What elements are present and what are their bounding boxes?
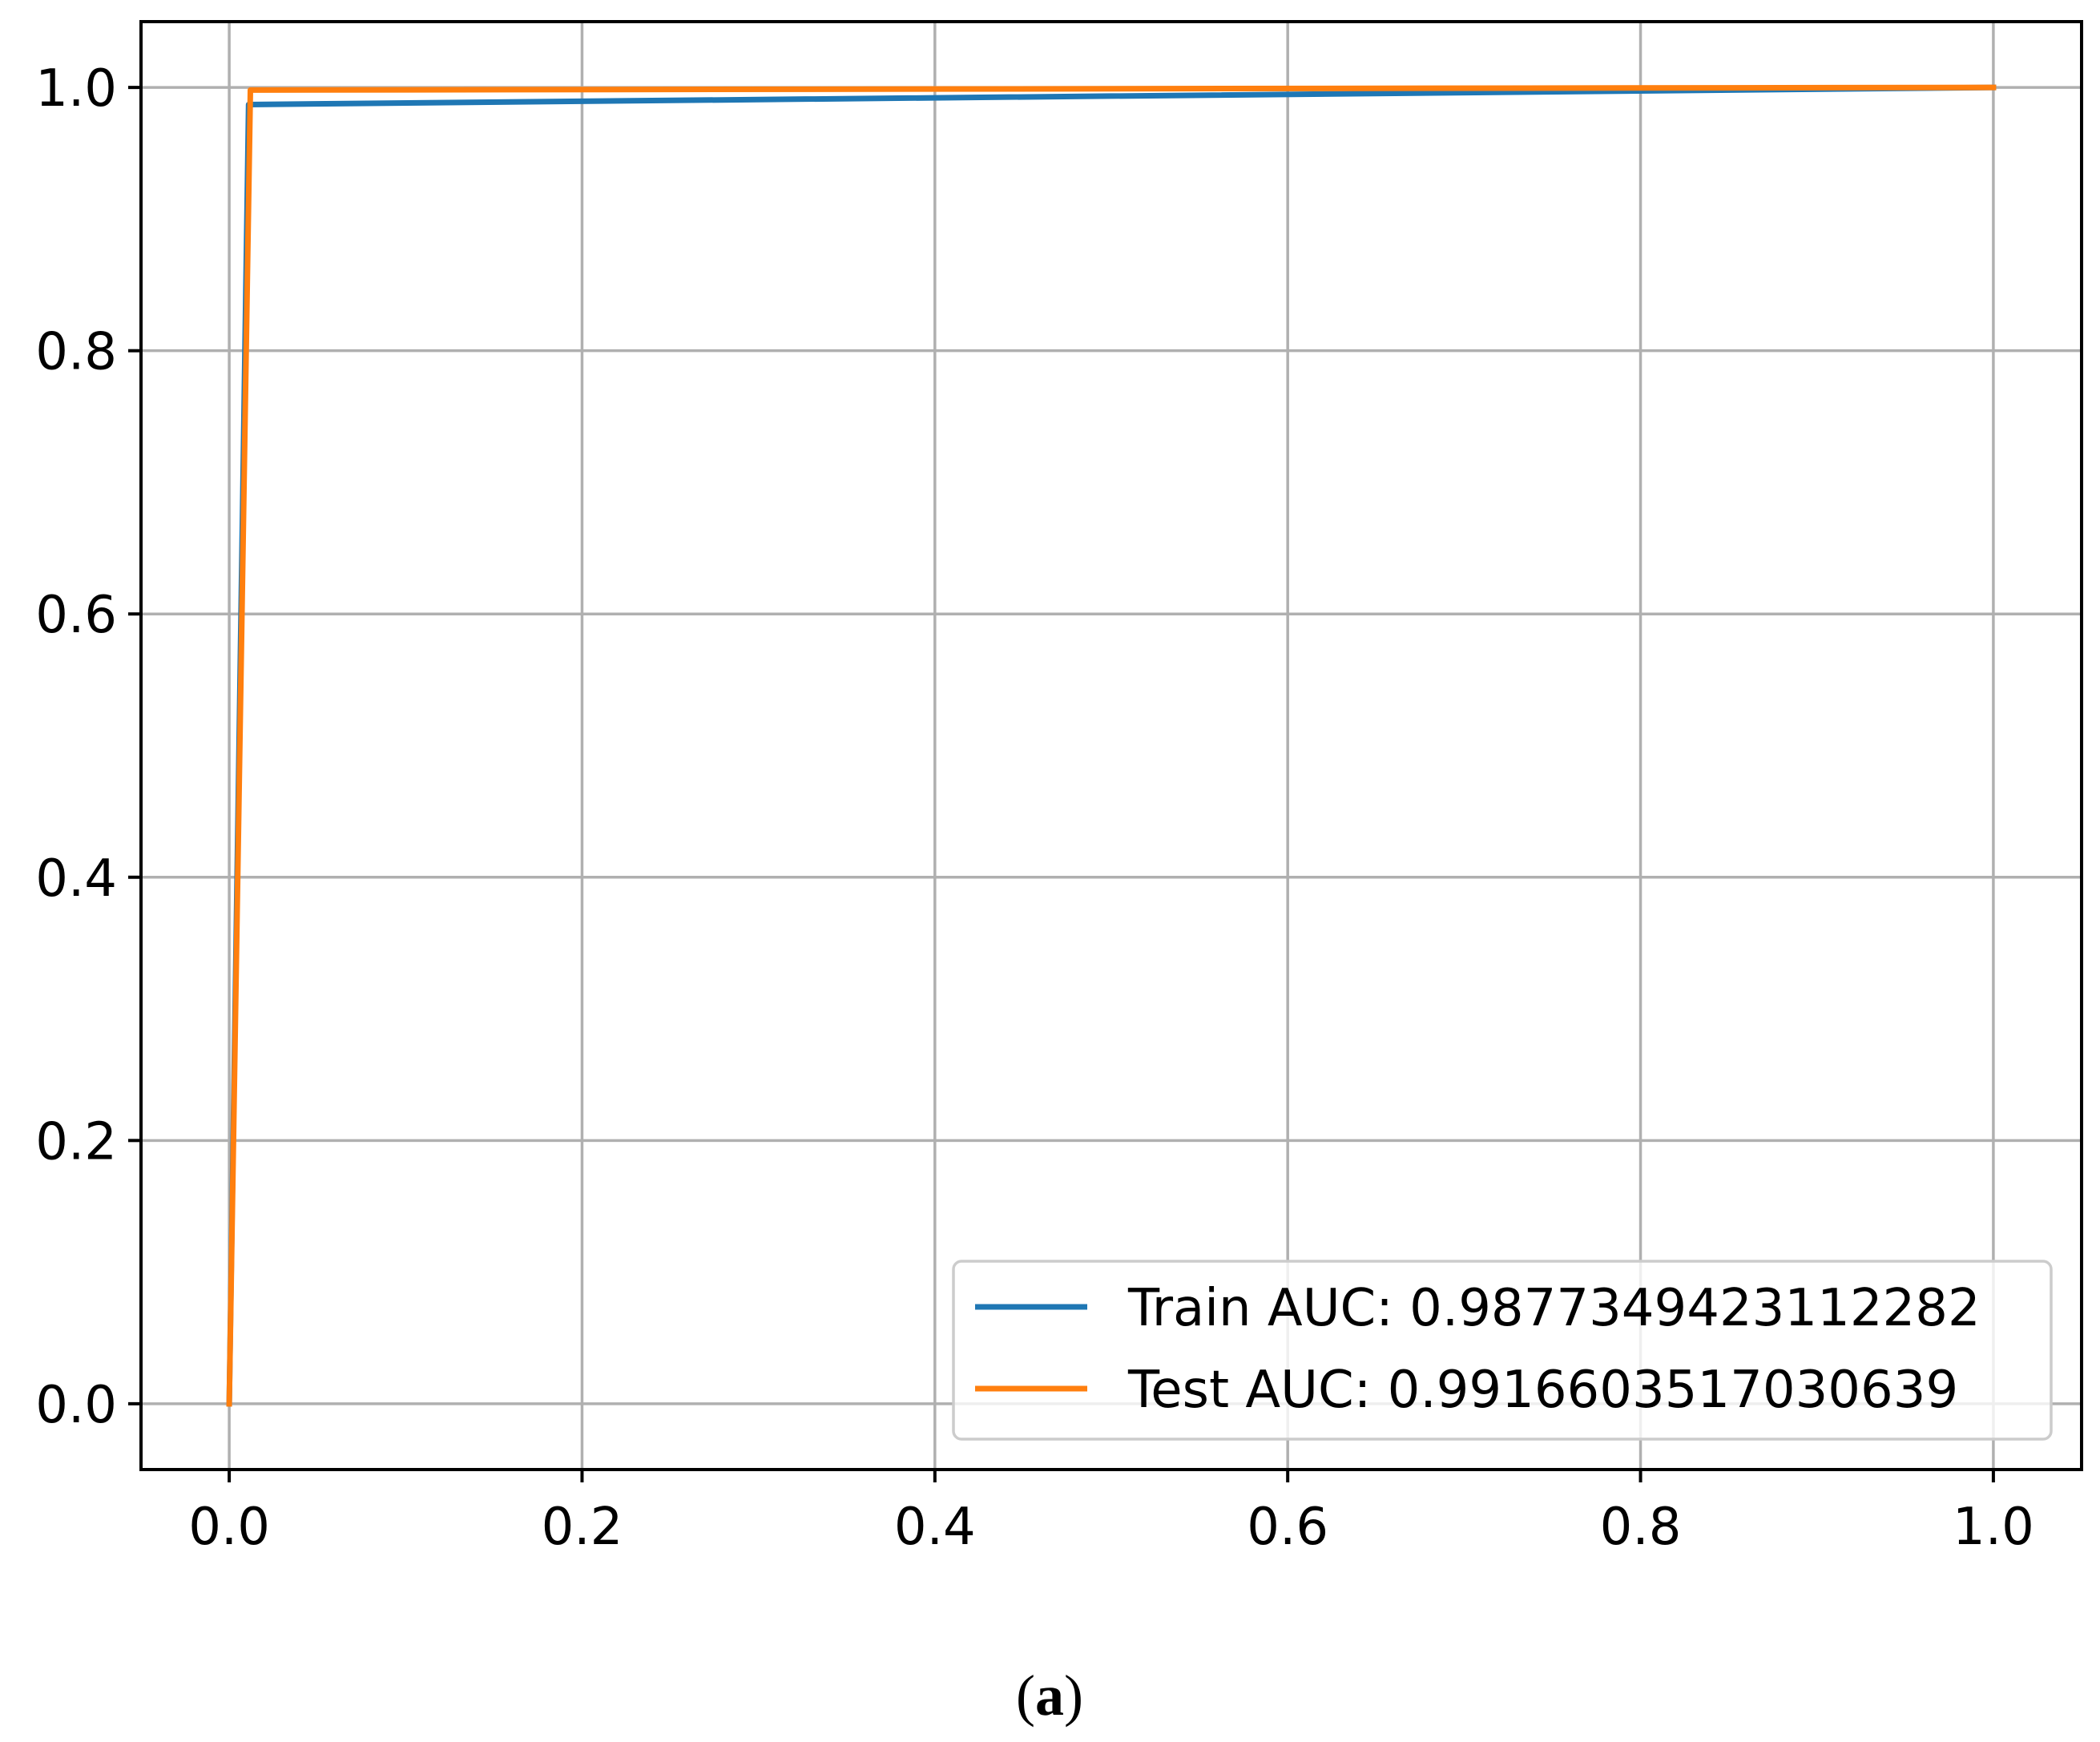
y-tick-label: 0.8 [35, 323, 117, 382]
caption-open-paren: ( [1016, 1663, 1035, 1728]
x-tick-label: 0.8 [1600, 1498, 1682, 1557]
series-line-train [226, 84, 1997, 1407]
x-tick-label: 0.2 [542, 1498, 623, 1557]
grid-lines [141, 22, 2082, 1470]
y-tick-label: 0.4 [35, 849, 117, 909]
legend: Train AUC: 0.9877349423112282 Test AUC: 0… [952, 1260, 2053, 1441]
x-tick-label: 0.0 [188, 1498, 270, 1557]
caption-close-paren: ) [1064, 1663, 1083, 1728]
x-tick-label: 0.4 [894, 1498, 976, 1557]
legend-label-test: Test AUC: 0.9916603517030639 [1127, 1361, 1958, 1420]
caption-letter: a [1035, 1663, 1064, 1728]
y-tick-label: 0.2 [35, 1112, 117, 1171]
x-tick-label: 1.0 [1953, 1498, 2034, 1557]
series-line-test [226, 84, 1997, 1407]
y-tick-label: 0.6 [35, 586, 117, 645]
y-tick-label: 1.0 [35, 59, 117, 119]
series-lines [226, 84, 1997, 1407]
axis-ticks: 0.0 0.2 0.4 0.6 0.8 1.0 0.0 0.2 0.4 0.6 0.8 1.0 [35, 59, 2034, 1557]
figure-caption: (a) [1016, 1663, 1083, 1728]
x-tick-label: 0.6 [1247, 1498, 1328, 1557]
legend-label-train: Train AUC: 0.9877349423112282 [1127, 1279, 1981, 1338]
legend-box [952, 1260, 2053, 1441]
axes-frame [139, 20, 2083, 1471]
y-tick-label: 0.0 [35, 1376, 117, 1435]
